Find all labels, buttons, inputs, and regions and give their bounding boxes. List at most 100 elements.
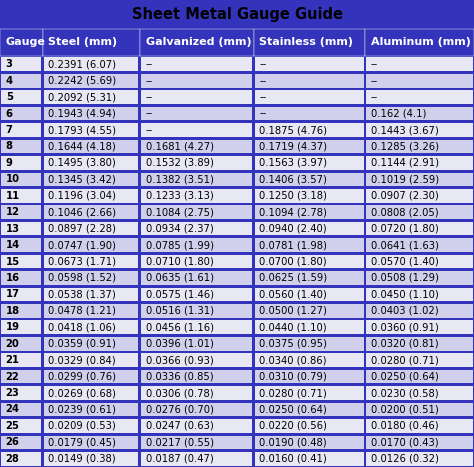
Bar [255,222,364,235]
Text: 0.0340 (0.86): 0.0340 (0.86) [259,355,327,365]
Text: 0.0299 (0.76): 0.0299 (0.76) [48,372,116,382]
Bar [255,304,364,318]
Text: --: -- [259,76,266,86]
Bar [1,386,41,400]
Text: 0.0897 (2.28): 0.0897 (2.28) [48,224,116,234]
Text: 0.0329 (0.84): 0.0329 (0.84) [48,355,116,365]
Bar [366,337,473,351]
Text: 28: 28 [6,454,19,464]
Bar [44,354,138,367]
Bar [255,238,364,252]
Text: --: -- [259,92,266,102]
Bar [255,255,364,269]
Bar [366,238,473,252]
Text: 18: 18 [6,306,20,316]
Bar [1,436,41,449]
Text: 0.0280 (0.71): 0.0280 (0.71) [259,388,327,398]
Text: 0.1233 (3.13): 0.1233 (3.13) [146,191,213,201]
Bar [44,107,138,120]
Bar [255,403,364,416]
Text: 0.0170 (0.43): 0.0170 (0.43) [371,437,438,447]
Bar [255,436,364,449]
Bar [1,403,41,416]
Bar [366,288,473,301]
Text: 0.0269 (0.68): 0.0269 (0.68) [48,388,116,398]
Text: 0.1495 (3.80): 0.1495 (3.80) [48,158,116,168]
Text: 23: 23 [6,388,19,398]
Text: 0.1943 (4.94): 0.1943 (4.94) [48,108,116,119]
Text: 0.0239 (0.61): 0.0239 (0.61) [48,404,116,415]
Text: --: -- [371,76,378,86]
Bar [255,107,364,120]
Text: 0.0247 (0.63): 0.0247 (0.63) [146,421,213,431]
Bar [1,90,41,104]
Bar [366,452,473,466]
Text: 6: 6 [6,108,13,119]
Text: 0.0359 (0.91): 0.0359 (0.91) [48,339,116,349]
Text: 0.1094 (2.78): 0.1094 (2.78) [259,207,327,217]
Text: 0.0149 (0.38): 0.0149 (0.38) [48,454,116,464]
Text: 0.0940 (2.40): 0.0940 (2.40) [259,224,327,234]
Text: 11: 11 [6,191,20,201]
Text: 14: 14 [6,240,20,250]
Text: 20: 20 [6,339,19,349]
Text: 0.2092 (5.31): 0.2092 (5.31) [48,92,116,102]
Text: 19: 19 [6,322,20,333]
Bar [254,29,365,56]
Text: 0.0575 (1.46): 0.0575 (1.46) [146,290,213,299]
Text: 0.0478 (1.21): 0.0478 (1.21) [48,306,116,316]
Text: 0.0710 (1.80): 0.0710 (1.80) [146,256,213,267]
Text: 0.0217 (0.55): 0.0217 (0.55) [146,437,213,447]
Text: 0.0808 (2.05): 0.0808 (2.05) [371,207,438,217]
Bar [141,189,252,203]
Bar [1,156,41,170]
Text: 0.1084 (2.75): 0.1084 (2.75) [146,207,213,217]
Bar [366,205,473,219]
Text: 25: 25 [6,421,19,431]
Text: Galvanized (mm): Galvanized (mm) [146,37,251,48]
Bar [1,74,41,87]
Bar [1,205,41,219]
Bar [1,370,41,383]
Bar [44,123,138,137]
Text: 0.0190 (0.48): 0.0190 (0.48) [259,437,327,447]
Text: 0.1443 (3.67): 0.1443 (3.67) [371,125,438,135]
Bar [366,255,473,269]
Text: 0.0209 (0.53): 0.0209 (0.53) [48,421,116,431]
Text: 0.0418 (1.06): 0.0418 (1.06) [48,322,116,333]
Bar [44,403,138,416]
Bar [366,123,473,137]
Text: 0.1644 (4.18): 0.1644 (4.18) [48,142,116,151]
Bar [141,90,252,104]
Text: 0.0306 (0.78): 0.0306 (0.78) [146,388,213,398]
Text: --: -- [146,108,153,119]
Text: 0.1345 (3.42): 0.1345 (3.42) [48,174,116,184]
Bar [141,255,252,269]
Bar [1,172,41,186]
Bar [1,57,41,71]
Bar [255,123,364,137]
Bar [141,123,252,137]
Bar [366,222,473,235]
Bar [1,320,41,334]
Text: 0.0747 (1.90): 0.0747 (1.90) [48,240,116,250]
Bar [1,271,41,285]
Bar [44,452,138,466]
Text: 0.1532 (3.89): 0.1532 (3.89) [146,158,213,168]
Bar [1,189,41,203]
Text: 4: 4 [6,76,13,86]
Bar [44,386,138,400]
Text: 0.1382 (3.51): 0.1382 (3.51) [146,174,213,184]
Bar [366,271,473,285]
Bar [141,337,252,351]
Text: 0.0320 (0.81): 0.0320 (0.81) [371,339,438,349]
Text: Sheet Metal Gauge Guide: Sheet Metal Gauge Guide [131,7,343,22]
Text: 17: 17 [6,290,20,299]
Bar [141,452,252,466]
Text: 0.162 (4.1): 0.162 (4.1) [371,108,426,119]
Text: 16: 16 [6,273,20,283]
Bar [141,386,252,400]
Bar [366,320,473,334]
Bar [0,29,43,56]
Bar [140,29,254,56]
